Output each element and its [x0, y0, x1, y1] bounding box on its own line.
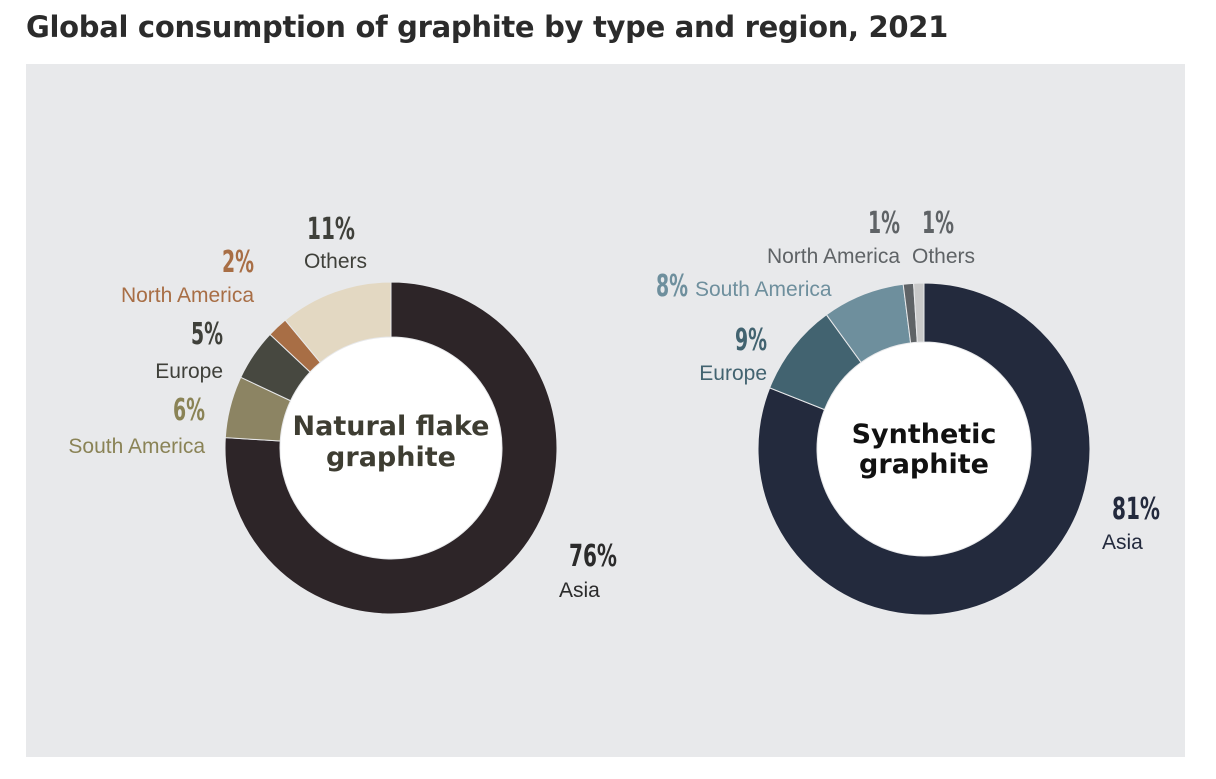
data-label-category: North America: [121, 284, 254, 307]
data-label-pct: 1%: [922, 206, 954, 241]
donut-hole: [817, 342, 1031, 556]
data-label-category: Asia: [559, 579, 600, 602]
data-label-pct: 8%: [656, 269, 688, 304]
data-label-pct: 76%: [569, 539, 617, 574]
data-label-category: Others: [304, 250, 367, 273]
data-label-category: North America: [767, 245, 900, 268]
slice-asia: [757, 282, 1091, 616]
data-label-pct: 6%: [173, 393, 205, 428]
center-label-line: Synthetic: [852, 419, 997, 450]
slice-others: [913, 282, 925, 343]
data-label-category: Others: [912, 245, 975, 268]
donut-hole: [280, 337, 502, 559]
data-label-category: South America: [68, 435, 205, 458]
data-label-category: Europe: [699, 362, 767, 385]
data-label-category: Europe: [155, 360, 223, 383]
donut-chart-1: [224, 281, 558, 615]
data-label-pct: 9%: [735, 323, 767, 358]
center-label-line: graphite: [326, 442, 456, 473]
data-label-category: South America: [695, 278, 832, 301]
donut-chart-2: [757, 282, 1091, 616]
data-label-category: Asia: [1102, 531, 1143, 554]
chart-title: Global consumption of graphite by type a…: [26, 10, 949, 44]
data-label-pct: 11%: [307, 212, 355, 247]
slice-others: [284, 281, 392, 364]
data-label-pct: 1%: [868, 206, 900, 241]
slice-asia: [224, 281, 558, 615]
data-label-pct: 2%: [222, 245, 254, 280]
center-label-line: Natural flake: [293, 411, 490, 442]
center-label-line: graphite: [859, 449, 989, 480]
data-label-pct: 5%: [191, 317, 223, 352]
data-label-pct: 81%: [1112, 492, 1160, 527]
